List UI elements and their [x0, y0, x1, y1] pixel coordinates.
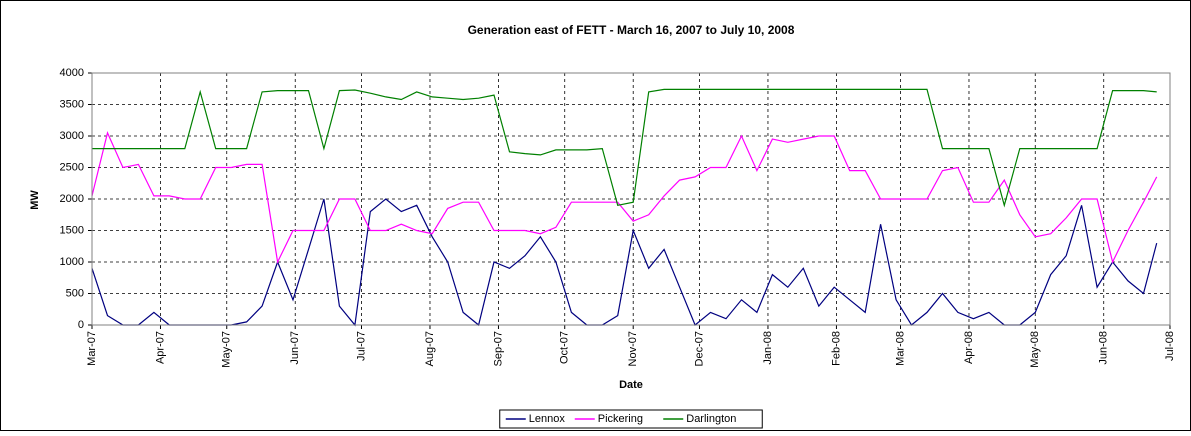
x-tick-label: Apr-07 [154, 331, 166, 364]
x-axis-label: Date [619, 379, 643, 391]
x-tick-label: Jun-07 [289, 331, 301, 365]
x-tick-label: Mar-08 [894, 331, 906, 366]
legend: Lennox Pickering Darlington [499, 409, 763, 429]
y-tick-label: 3500 [60, 98, 84, 110]
x-tick-label: Jul-07 [355, 331, 367, 361]
y-tick-label: 2500 [60, 161, 84, 173]
y-tick-label: 2000 [60, 193, 84, 205]
x-tick-label: Nov-07 [627, 331, 639, 366]
x-tick-label: Jan-08 [762, 331, 774, 365]
series-line [91, 131, 1158, 264]
x-tick-label: Oct-07 [559, 331, 571, 364]
y-axis-label: MW [29, 190, 41, 210]
legend-box [499, 409, 763, 429]
y-tick-label: 500 [66, 287, 84, 299]
x-tick-label: Aug-07 [424, 331, 436, 366]
x-tick-label: Jun-08 [1098, 331, 1110, 365]
x-tick-label: Apr-08 [963, 331, 975, 364]
series-line [91, 198, 1158, 327]
chart-title: Generation east of FETT - March 16, 2007… [468, 23, 795, 37]
legend-label: Darlington [686, 413, 736, 425]
y-tick-label: 1000 [60, 256, 84, 268]
x-tick-label: May-08 [1029, 331, 1041, 368]
x-tick-label: Feb-08 [830, 331, 842, 366]
x-tick-label: Sep-07 [492, 331, 504, 366]
series-line [92, 88, 1157, 208]
legend-label: Lennox [529, 413, 566, 425]
x-tick-label: Mar-07 [86, 331, 98, 366]
y-tick-label: 1500 [60, 224, 84, 236]
x-tick-label: Dec-07 [693, 331, 705, 366]
legend-label: Pickering [598, 413, 643, 425]
x-tick-label: May-07 [221, 331, 233, 368]
y-tick-label: 0 [78, 319, 84, 331]
y-tick-label: 4000 [60, 67, 84, 79]
y-tick-label: 3000 [60, 130, 84, 142]
x-tick-label: Jul-08 [1164, 331, 1176, 361]
plot-border [91, 72, 1171, 326]
plot-area [92, 73, 1170, 325]
